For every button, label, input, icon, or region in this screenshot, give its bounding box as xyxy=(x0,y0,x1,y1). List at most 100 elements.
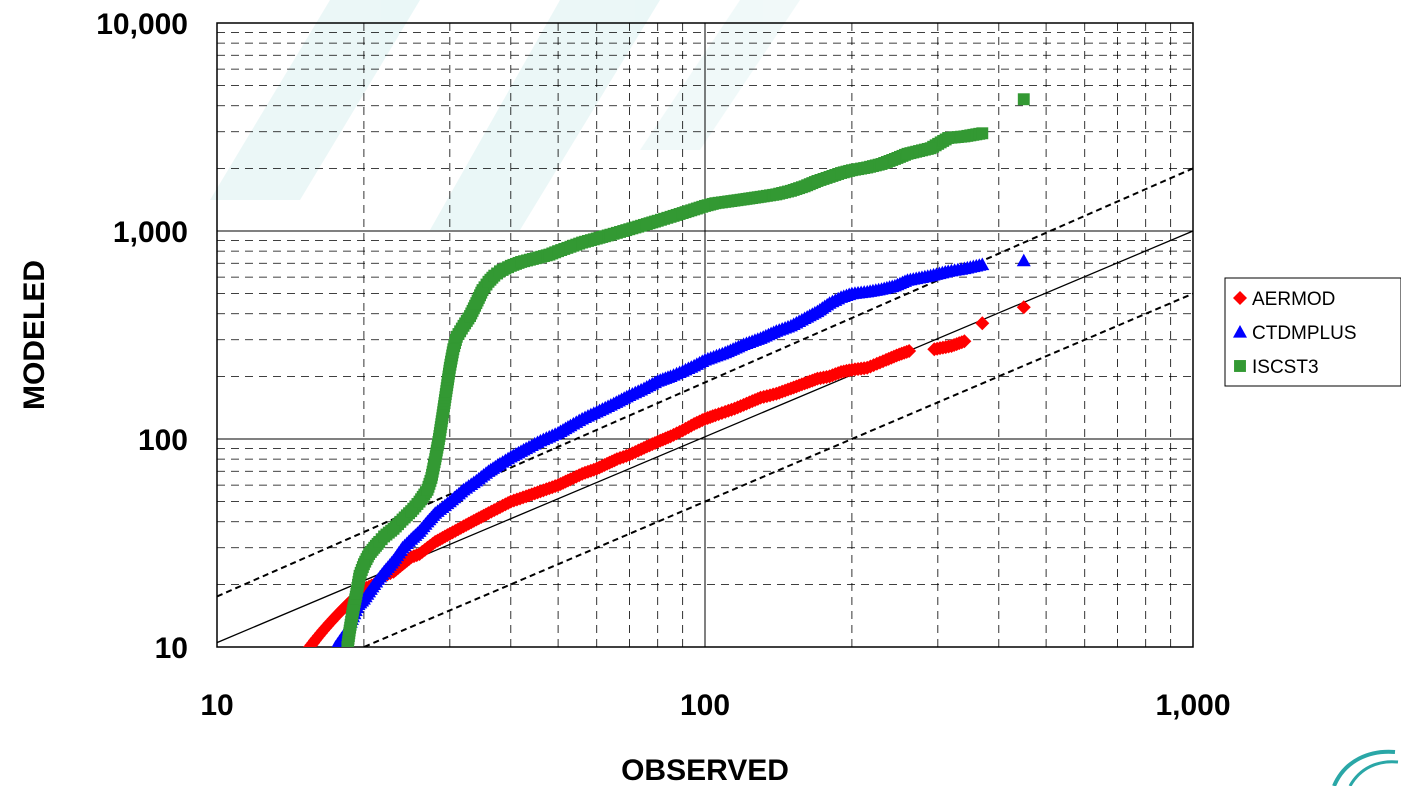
point-ctdmplus xyxy=(975,257,990,271)
point-ctdmplus xyxy=(533,433,548,447)
x-tick-labels: 10 100 1,000 xyxy=(200,689,1230,722)
point-aermod xyxy=(533,484,548,499)
point-aermod xyxy=(309,631,324,646)
point-aermod xyxy=(563,472,578,487)
point-iscst3 xyxy=(387,522,400,535)
data-points xyxy=(302,93,1031,647)
point-ctdmplus xyxy=(822,296,837,309)
point-ctdmplus xyxy=(575,411,590,425)
point-iscst3 xyxy=(425,471,438,484)
point-aermod xyxy=(639,439,654,454)
point-ctdmplus xyxy=(923,268,938,282)
point-iscst3 xyxy=(770,188,783,201)
point-aermod xyxy=(927,342,942,357)
point-ctdmplus xyxy=(589,404,604,418)
point-ctdmplus xyxy=(860,284,875,298)
point-iscst3 xyxy=(504,259,517,272)
point-ctdmplus xyxy=(783,318,798,332)
point-iscst3 xyxy=(353,569,366,582)
point-ctdmplus xyxy=(377,564,392,578)
point-iscst3 xyxy=(604,228,617,241)
point-iscst3 xyxy=(835,167,847,179)
point-aermod xyxy=(769,386,784,401)
point-iscst3 xyxy=(861,161,874,174)
y-tick-label: 1,000 xyxy=(113,216,188,249)
point-aermod xyxy=(902,343,917,358)
point-aermod xyxy=(687,417,702,432)
point-iscst3 xyxy=(737,193,750,206)
series-iscst3 xyxy=(341,93,1030,647)
point-ctdmplus xyxy=(442,494,457,508)
point-iscst3 xyxy=(688,203,701,216)
y-tick-label: 10,000 xyxy=(96,8,188,41)
point-aermod xyxy=(442,526,457,541)
point-ctdmplus xyxy=(887,278,902,292)
point-iscst3 xyxy=(450,330,463,343)
point-aermod xyxy=(412,546,427,561)
point-ctdmplus xyxy=(519,441,534,455)
point-ctdmplus xyxy=(753,331,768,344)
point-ctdmplus xyxy=(834,290,849,303)
point-ctdmplus xyxy=(412,524,427,537)
point-ctdmplus xyxy=(395,540,410,554)
point-aermod xyxy=(492,500,507,515)
point-ctdmplus xyxy=(456,482,471,496)
point-ctdmplus xyxy=(844,286,859,300)
legend-box xyxy=(1224,277,1401,387)
legend-label-aermod: AERMOD xyxy=(1252,289,1335,310)
y-tick-label: 100 xyxy=(138,424,188,457)
point-ctdmplus xyxy=(420,514,435,528)
point-ctdmplus xyxy=(718,345,733,359)
point-aermod xyxy=(456,519,471,534)
grid xyxy=(217,23,1193,647)
point-aermod xyxy=(822,369,837,384)
point-aermod xyxy=(575,466,590,481)
point-ctdmplus xyxy=(481,464,496,477)
point-iscst3 xyxy=(629,221,642,234)
point-ctdmplus xyxy=(810,304,825,318)
point-iscst3 xyxy=(476,284,489,297)
point-ctdmplus xyxy=(900,273,915,286)
point-iscst3 xyxy=(413,495,426,508)
point-iscst3 xyxy=(823,170,836,183)
point-iscst3 xyxy=(421,483,434,496)
point-aermod xyxy=(834,364,849,379)
point-ctdmplus xyxy=(663,369,678,382)
point-aermod xyxy=(944,338,959,353)
legend-marker-aermod xyxy=(1233,291,1247,305)
point-ctdmplus xyxy=(797,311,812,325)
point-iscst3 xyxy=(664,210,677,223)
point-iscst3 xyxy=(433,433,445,445)
point-iscst3 xyxy=(564,240,577,253)
point-iscst3 xyxy=(347,604,359,617)
point-aermod xyxy=(589,461,604,476)
point-iscst3 xyxy=(976,127,989,140)
point-ctdmplus xyxy=(687,358,702,372)
point-ctdmplus xyxy=(551,425,566,439)
point-ctdmplus xyxy=(698,352,712,366)
point-ctdmplus xyxy=(941,264,956,277)
point-aermod xyxy=(663,429,678,444)
point-iscst3 xyxy=(617,225,630,237)
point-aermod xyxy=(519,489,534,504)
point-ctdmplus xyxy=(675,364,690,377)
point-iscst3 xyxy=(784,184,797,197)
point-aermod xyxy=(428,534,443,549)
point-iscst3 xyxy=(901,147,914,160)
point-iscst3 xyxy=(924,142,937,155)
point-iscst3 xyxy=(845,164,858,177)
point-iscst3 xyxy=(529,252,542,265)
point-aermod xyxy=(675,423,690,438)
point-ctdmplus xyxy=(404,532,419,545)
point-iscst3 xyxy=(357,558,370,571)
reference-line-1 xyxy=(217,167,1193,598)
point-ctdmplus xyxy=(769,324,784,337)
legend-marker-ctdmplus xyxy=(1233,325,1247,338)
point-ctdmplus xyxy=(637,381,652,395)
point-aermod xyxy=(797,376,812,391)
series-aermod xyxy=(302,300,1031,647)
point-iscst3 xyxy=(493,265,506,278)
point-iscst3 xyxy=(436,409,449,422)
point-ctdmplus xyxy=(469,473,484,487)
point-iscst3 xyxy=(440,385,453,398)
